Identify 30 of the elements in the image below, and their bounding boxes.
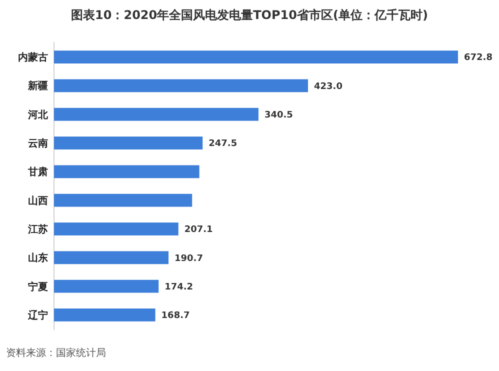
data-label: 190.7	[174, 254, 203, 264]
bar	[54, 165, 200, 178]
y-tick-label: 江苏	[27, 223, 48, 236]
y-tick-label: 云南	[28, 138, 48, 150]
y-tick-label: 山西	[28, 194, 48, 207]
bar	[54, 108, 258, 121]
bar	[54, 194, 192, 207]
bar	[54, 136, 203, 150]
y-tick-label: 辽宁	[27, 309, 48, 322]
bar	[54, 50, 458, 64]
bar	[54, 251, 169, 264]
y-tick-label: 河北	[27, 108, 49, 121]
data-label: 423.0	[314, 82, 342, 92]
chart-title: 图表10：2020年全国风电发电量TOP10省市区(单位：亿千瓦时)	[71, 8, 428, 22]
data-label: 174.2	[164, 282, 194, 292]
text: 资料来源：国家统计局	[6, 347, 106, 359]
y-tick-label: 内蒙古	[18, 52, 48, 64]
bar	[54, 308, 156, 322]
data-label: 672.8	[464, 53, 492, 64]
y-tick-label: 山东	[28, 252, 48, 264]
bar	[54, 79, 308, 92]
data-label: 247.5	[208, 139, 238, 150]
data-label: 340.5	[264, 110, 293, 121]
y-tick-label: 新疆	[27, 80, 48, 92]
bar	[54, 280, 159, 293]
data-label: 168.7	[161, 311, 190, 322]
data-label: 207.1	[184, 225, 213, 236]
y-tick-label: 宁夏	[28, 280, 48, 293]
bar	[54, 222, 178, 236]
y-tick-label: 甘肃	[27, 166, 48, 178]
